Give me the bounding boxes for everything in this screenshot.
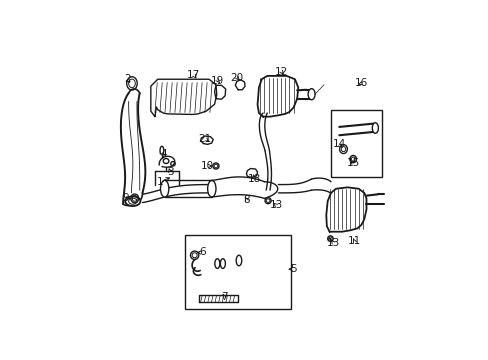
Text: 7: 7 (221, 292, 227, 302)
Ellipse shape (371, 123, 378, 133)
Text: 1: 1 (157, 177, 163, 187)
Text: 21: 21 (198, 134, 211, 144)
Text: 16: 16 (354, 78, 367, 89)
Text: 17: 17 (187, 70, 200, 80)
Text: 4: 4 (160, 149, 166, 159)
Ellipse shape (160, 180, 168, 197)
Text: 13: 13 (326, 238, 340, 248)
Text: 12: 12 (275, 67, 288, 77)
Ellipse shape (220, 259, 225, 269)
Ellipse shape (214, 259, 220, 269)
Ellipse shape (125, 196, 140, 206)
Text: 3: 3 (166, 167, 173, 177)
Ellipse shape (339, 145, 346, 153)
Ellipse shape (207, 180, 216, 197)
Text: 6: 6 (199, 247, 205, 257)
Text: 20: 20 (230, 73, 244, 83)
Text: 15: 15 (346, 158, 359, 168)
Text: 18: 18 (247, 174, 260, 184)
Text: 14: 14 (332, 139, 345, 149)
Ellipse shape (307, 89, 314, 100)
Text: 8: 8 (243, 195, 249, 205)
Text: 5: 5 (290, 264, 296, 274)
Ellipse shape (349, 156, 356, 163)
Text: 11: 11 (347, 237, 361, 246)
Text: 13: 13 (269, 201, 282, 210)
Text: 19: 19 (211, 76, 224, 86)
Text: 2: 2 (123, 74, 130, 84)
Bar (330, 110, 382, 177)
Ellipse shape (236, 255, 241, 266)
Text: 9: 9 (122, 193, 128, 203)
Text: 10: 10 (201, 161, 214, 171)
Bar (185, 235, 290, 309)
Ellipse shape (190, 251, 198, 260)
